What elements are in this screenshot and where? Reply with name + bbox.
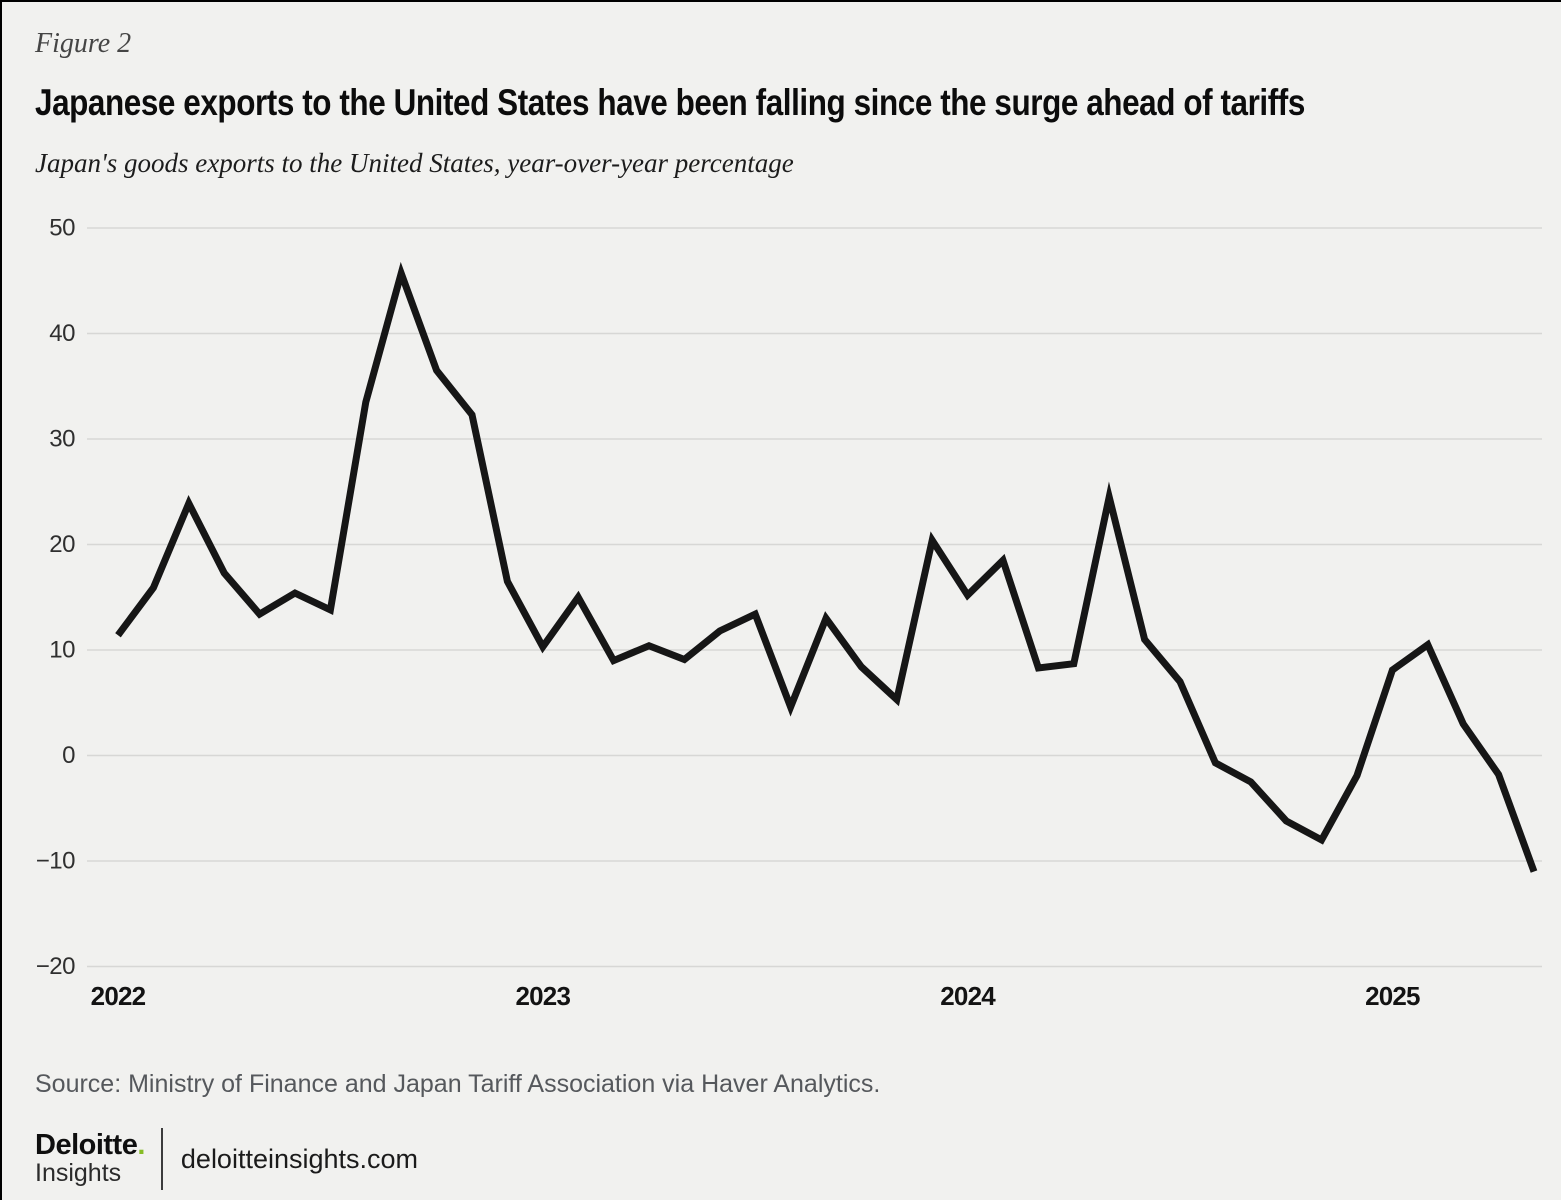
x-tick-label-2023: 2023 [515,981,570,1011]
footer: Deloitte. Insights deloitteinsights.com [35,1128,418,1190]
y-tick-label--10: −10 [36,848,75,875]
logo-divider [160,1128,163,1190]
y-tick-label-10: 10 [49,637,75,664]
y-tick-label-20: 20 [49,531,75,558]
y-tick-label-30: 30 [49,426,75,453]
logo-deloitte-text: Deloitte [35,1129,138,1162]
page-title-text: Japanese exports to the United States ha… [35,82,1305,123]
y-tick-label-40: 40 [49,320,75,347]
x-tick-label-2022: 2022 [91,981,146,1011]
deloitte-insights-logo: Deloitte. Insights [35,1130,145,1188]
line-chart: 50 40 30 20 10 0 −10 −20 2022 2023 2024 2025 [36,215,1542,1011]
page-title: Japanese exports to the United States ha… [35,82,1529,124]
logo-wordmark: Deloitte. [35,1130,145,1160]
y-tick-label-0: 0 [62,742,75,769]
chart-subtitle: Japan's goods exports to the United Stat… [35,148,794,178]
figure-label: Figure 2 [35,28,132,59]
y-tick-label-50: 50 [49,215,75,242]
site-link[interactable]: deloitteinsights.com [180,1143,419,1174]
logo-insights-text: Insights [35,1159,122,1188]
x-tick-label-2024: 2024 [940,981,996,1011]
x-tick-label-2025: 2025 [1365,981,1420,1011]
y-tick-label--20: −20 [36,953,75,980]
source-note: Source: Ministry of Finance and Japan Ta… [35,1070,881,1098]
logo-green-dot: . [137,1129,145,1162]
exports-trend-line [115,261,1538,873]
